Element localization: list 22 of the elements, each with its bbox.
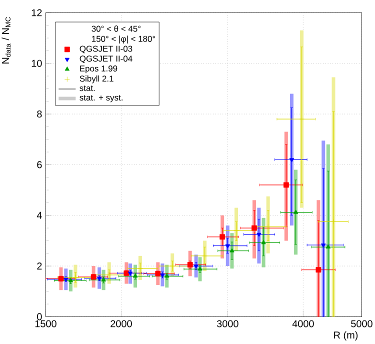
x-tick-label: 5000 <box>351 320 372 328</box>
x-axis-title: R (m) <box>334 331 358 340</box>
x-tick-label: 2000 <box>110 320 132 328</box>
annotation: stat. <box>80 86 95 92</box>
y-tick-label: 12 <box>32 9 42 16</box>
legend-label: QGSJET II-04 <box>80 56 132 64</box>
y-tick-label: 4 <box>36 212 42 219</box>
legend-label: Epos 1.99 <box>80 66 118 74</box>
y-tick-label: 8 <box>37 110 42 118</box>
annotation: stat. + syst. <box>80 94 122 102</box>
y-tick-label: 2 <box>37 262 42 270</box>
y-tick-label: 6 <box>37 161 42 168</box>
y-axis-title: N$_{data}$ / N$_{MC}$ <box>2 16 11 64</box>
annotation: 150° < |φ| < 180° <box>92 36 156 44</box>
x-tick-label: 4000 <box>292 320 314 328</box>
legend-label: QGSJET II-03 <box>80 46 132 54</box>
x-tick-label: 1500 <box>35 320 56 328</box>
x-tick-label: 3000 <box>216 320 238 328</box>
y-tick-label: 0 <box>37 313 42 320</box>
legend-label: Sibyll 2.1 <box>80 75 114 84</box>
y-tick-label: 10 <box>32 60 42 67</box>
legend-title: 30° < θ < 45° <box>92 26 141 32</box>
